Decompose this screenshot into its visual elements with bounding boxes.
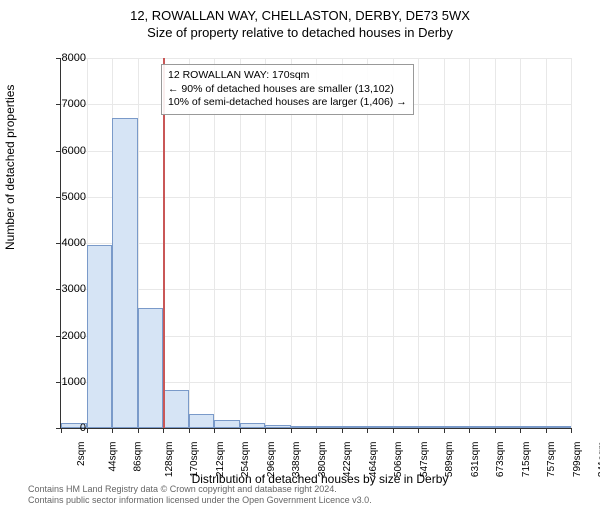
histogram-bar [214, 420, 240, 428]
x-tick-label: 799sqm [572, 442, 583, 478]
grid-line-vertical [469, 58, 470, 428]
histogram-bar [546, 426, 572, 428]
grid-line-vertical [520, 58, 521, 428]
x-tick-label: 673sqm [495, 442, 506, 478]
y-tick-label: 7000 [46, 98, 86, 110]
x-tick-mark [393, 428, 394, 433]
x-tick-mark [546, 428, 547, 433]
histogram-bar [520, 426, 546, 428]
histogram-bar [469, 426, 495, 428]
footer-line1: Contains HM Land Registry data © Crown c… [28, 484, 372, 495]
y-tick-label: 6000 [46, 145, 86, 157]
x-tick-label: 86sqm [133, 442, 144, 472]
x-tick-mark [291, 428, 292, 433]
y-tick-label: 0 [46, 422, 86, 434]
x-tick-label: 296sqm [266, 442, 277, 478]
x-tick-label: 464sqm [368, 442, 379, 478]
x-tick-label: 589sqm [444, 442, 455, 478]
x-tick-mark [163, 428, 164, 433]
x-tick-mark [469, 428, 470, 433]
footer-line2: Contains public sector information licen… [28, 495, 372, 506]
x-tick-mark [87, 428, 88, 433]
x-tick-mark [342, 428, 343, 433]
annotation-line3: 10% of semi-detached houses are larger (… [168, 96, 407, 110]
x-tick-label: 422sqm [342, 442, 353, 478]
x-tick-mark [418, 428, 419, 433]
x-tick-mark [520, 428, 521, 433]
x-tick-label: 128sqm [164, 442, 175, 478]
y-tick-label: 8000 [46, 52, 86, 64]
x-tick-label: 2sqm [76, 442, 87, 466]
histogram-bar [342, 426, 368, 428]
histogram-bar [240, 423, 266, 428]
grid-line-vertical [571, 58, 572, 428]
histogram-bar [87, 245, 113, 428]
chart-container: 12, ROWALLAN WAY, CHELLASTON, DERBY, DE7… [0, 8, 600, 508]
histogram-bar [138, 308, 164, 428]
histogram-bar [112, 118, 138, 428]
x-tick-label: 757sqm [546, 442, 557, 478]
y-tick-label: 4000 [46, 237, 86, 249]
x-tick-mark [444, 428, 445, 433]
x-tick-mark [316, 428, 317, 433]
x-tick-mark [265, 428, 266, 433]
histogram-bar [189, 414, 215, 428]
x-tick-mark [240, 428, 241, 433]
histogram-bar [265, 425, 291, 428]
chart-plot-area: 12 ROWALLAN WAY: 170sqm ← 90% of detache… [60, 58, 571, 429]
x-tick-mark [214, 428, 215, 433]
histogram-bar [316, 426, 342, 428]
y-tick-label: 1000 [46, 376, 86, 388]
y-tick-label: 3000 [46, 283, 86, 295]
x-tick-label: 254sqm [240, 442, 251, 478]
histogram-bar [393, 426, 419, 428]
y-axis-label: Number of detached properties [3, 85, 17, 250]
x-tick-label: 380sqm [317, 442, 328, 478]
x-tick-mark [189, 428, 190, 433]
x-tick-label: 44sqm [107, 442, 118, 472]
x-tick-label: 547sqm [419, 442, 430, 478]
y-tick-label: 2000 [46, 330, 86, 342]
x-tick-label: 506sqm [393, 442, 404, 478]
histogram-bar [163, 390, 189, 428]
x-tick-mark [138, 428, 139, 433]
x-tick-mark [367, 428, 368, 433]
y-tick-label: 5000 [46, 191, 86, 203]
x-tick-label: 338sqm [291, 442, 302, 478]
histogram-bar [418, 426, 444, 428]
chart-title-sub: Size of property relative to detached ho… [0, 25, 600, 40]
grid-line-vertical [418, 58, 419, 428]
chart-annotation: 12 ROWALLAN WAY: 170sqm ← 90% of detache… [161, 64, 414, 115]
histogram-bar [495, 426, 521, 428]
grid-line-vertical [546, 58, 547, 428]
x-tick-mark [495, 428, 496, 433]
annotation-line2: ← 90% of detached houses are smaller (13… [168, 83, 407, 97]
footer-attribution: Contains HM Land Registry data © Crown c… [28, 484, 372, 506]
x-tick-label: 212sqm [215, 442, 226, 478]
x-tick-label: 631sqm [470, 442, 481, 478]
histogram-bar [444, 426, 470, 428]
x-tick-label: 715sqm [521, 442, 532, 478]
histogram-bar [291, 426, 317, 428]
annotation-line1: 12 ROWALLAN WAY: 170sqm [168, 69, 407, 83]
chart-title-main: 12, ROWALLAN WAY, CHELLASTON, DERBY, DE7… [0, 8, 600, 23]
grid-line-vertical [495, 58, 496, 428]
x-tick-mark [571, 428, 572, 433]
histogram-bar [367, 426, 393, 428]
grid-line-vertical [444, 58, 445, 428]
x-tick-label: 170sqm [189, 442, 200, 478]
x-tick-mark [112, 428, 113, 433]
